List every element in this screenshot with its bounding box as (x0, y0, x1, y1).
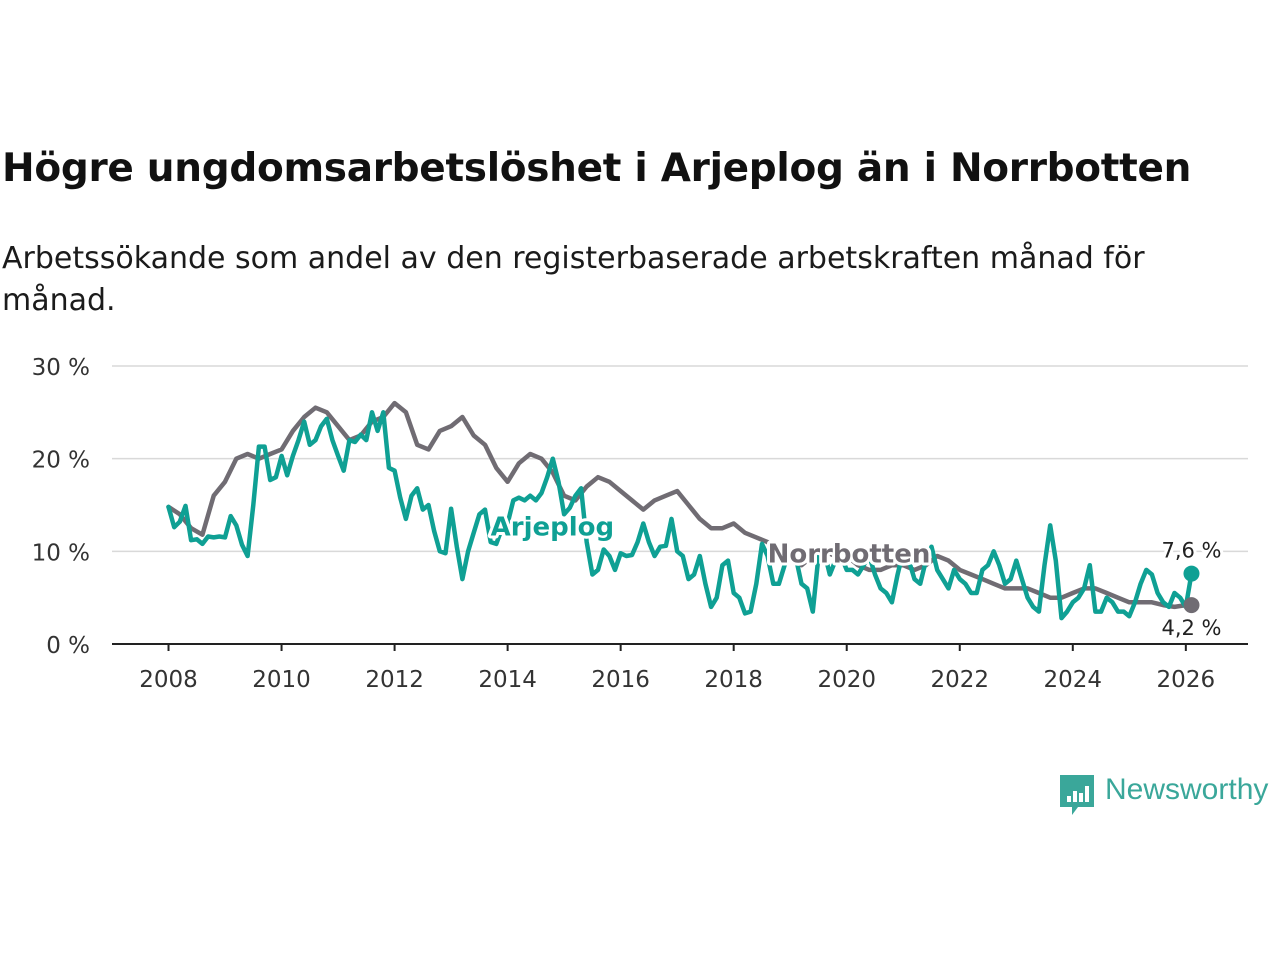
x-tick-label: 2024 (1044, 667, 1103, 693)
series-line-arjeplog (166, 410, 1194, 621)
newsworthy-logo-icon (1060, 775, 1094, 815)
x-tick-label: 2008 (139, 667, 198, 693)
series-labels: Arjeplog Norrbotten 7,6 % 4,2 % (488, 510, 1225, 643)
newsworthy-logo-text: Newsworthy (1105, 773, 1269, 806)
y-tick-label: 0 % (46, 633, 90, 659)
y-axis: 0 % 10 % 20 % 30 % (32, 355, 90, 659)
end-value-label-arjeplog: 7,6 % (1161, 539, 1221, 563)
chart-subtitle: Arbetssökande som andel av den registerb… (2, 241, 1145, 318)
line-chart: 0 % 10 % 20 % 30 % 2008 2010 2012 2014 2016 2018… (32, 355, 1248, 693)
series-label-norrbotten: Norrbotten (768, 539, 931, 569)
x-axis: 2008 2010 2012 2014 2016 2018 2020 2022 2024 2026 (112, 643, 1248, 693)
series-lines (166, 400, 1194, 621)
y-tick-label: 10 % (32, 540, 90, 566)
x-tick-label: 2010 (252, 667, 311, 693)
newsworthy-logo: Newsworthy (1058, 773, 1268, 819)
x-tick-label: 2012 (365, 667, 424, 693)
y-tick-label: 30 % (32, 355, 90, 381)
series-end-marker-norrbotten (1183, 597, 1200, 614)
x-tick-label: 2014 (478, 667, 537, 693)
series-label-arjeplog: Arjeplog (491, 513, 614, 543)
x-tick-label: 2018 (704, 667, 763, 693)
chart-title: Högre ungdomsarbetslöshet i Arjeplog än … (2, 146, 1192, 191)
y-tick-label: 20 % (32, 448, 90, 474)
series-line-norrbotten (166, 400, 1194, 610)
x-tick-label: 2022 (930, 667, 989, 693)
series-end-marker-arjeplog (1183, 565, 1200, 582)
end-value-label-norrbotten: 4,2 % (1161, 616, 1221, 640)
x-tick-label: 2020 (817, 667, 876, 693)
x-tick-label: 2016 (591, 667, 650, 693)
x-tick-label: 2026 (1157, 667, 1216, 693)
